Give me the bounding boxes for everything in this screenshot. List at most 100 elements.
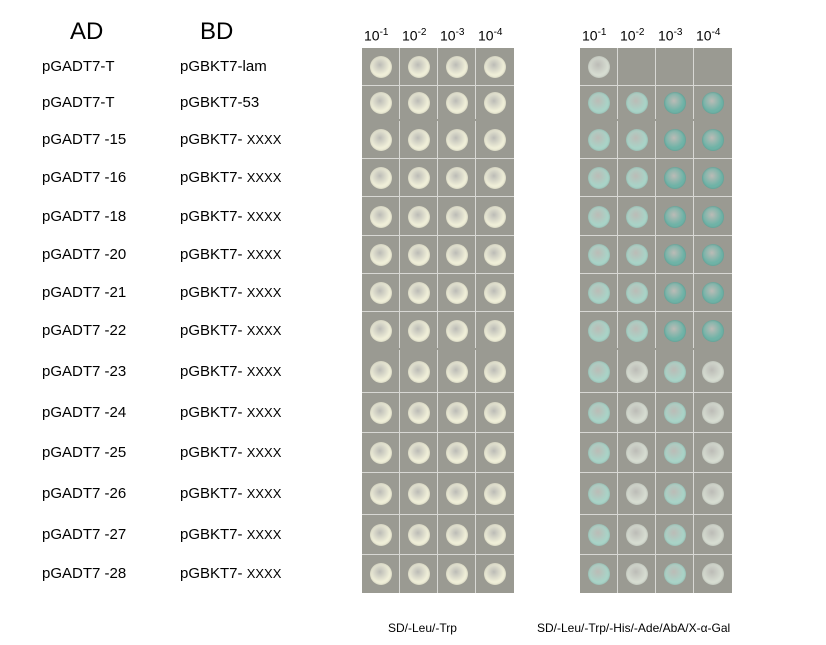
plate-cell [580, 473, 618, 515]
ad-label: pGADT7 -24 [42, 404, 127, 421]
plate-cell [618, 433, 656, 473]
yeast-colony [702, 524, 724, 546]
yeast-colony [626, 282, 648, 304]
plate-cell [580, 159, 618, 197]
yeast-colony [626, 442, 648, 464]
plate-cell [694, 48, 732, 86]
yeast-colony [408, 244, 430, 266]
plate-cell [362, 350, 400, 393]
yeast-colony [626, 360, 648, 383]
dilution-base: 10 [696, 27, 712, 44]
yeast-colony [446, 56, 468, 78]
dilution-label: 10-3 [658, 27, 682, 44]
bd-label-suffix: XXXX [246, 486, 282, 501]
dilution-label: 10-3 [440, 27, 464, 44]
bd-label-suffix: XXXX [246, 566, 282, 581]
yeast-colony [408, 402, 430, 424]
yeast-colony [446, 524, 468, 546]
bd-label-prefix: pGBKT7- [180, 131, 247, 148]
plate-cell [438, 236, 476, 274]
yeast-colony [664, 129, 686, 151]
yeast-colony [664, 524, 686, 546]
yeast-colony [702, 205, 724, 228]
yeast-colony [588, 563, 610, 585]
plate-cell [476, 197, 514, 236]
plate-cell [694, 555, 732, 593]
plate-cell [618, 236, 656, 274]
yeast-colony [626, 402, 648, 424]
plate-cell [618, 312, 656, 350]
dilution-base: 10 [478, 27, 494, 44]
bd-label: pGBKT7- XXXX [180, 485, 281, 502]
plate-cell [580, 121, 618, 159]
plate-cell [400, 312, 438, 350]
caption-sd: SD/-Leu/-Trp [388, 621, 457, 635]
plate-cell [362, 433, 400, 473]
yeast-colony [588, 282, 610, 304]
bd-label: pGBKT7- XXXX [180, 322, 281, 339]
plate-cell [362, 393, 400, 433]
bd-label-suffix: XXXX [246, 208, 282, 224]
yeast-colony [446, 244, 468, 266]
yeast-colony [588, 244, 610, 266]
yeast-colony [664, 92, 686, 114]
plate-cell [400, 48, 438, 86]
ad-label: pGADT7 -26 [42, 485, 127, 502]
plate-cell [476, 236, 514, 274]
plate-cell [476, 555, 514, 593]
plate-cell [580, 86, 618, 120]
dilution-label: 10-2 [402, 27, 426, 44]
ad-label: pGADT7 -23 [42, 362, 127, 380]
dilution-exponent: -4 [711, 27, 721, 38]
plate-cell [476, 159, 514, 197]
yeast-colony [446, 92, 468, 114]
yeast-colony [588, 320, 610, 342]
plate-cell [694, 159, 732, 197]
ad-label: pGADT7 -27 [42, 526, 127, 543]
ad-label: pGADT7-T [42, 94, 115, 111]
bd-label-prefix: pGBKT7- [180, 485, 247, 502]
yeast-colony [408, 442, 430, 464]
plate-cell [656, 555, 694, 593]
caption-qdo: SD/-Leu/-Trp/-His/-Ade/AbA/X-α-Gal [537, 621, 731, 635]
plate-cell [400, 86, 438, 120]
yeast-colony [626, 92, 648, 114]
yeast-colony [484, 244, 506, 266]
plate-cell [694, 236, 732, 274]
yeast-colony [484, 320, 506, 342]
yeast-colony [446, 402, 468, 424]
yeast-colony [626, 205, 648, 228]
plate-cell [694, 350, 732, 393]
plate-cell [580, 312, 618, 350]
plate-cell [618, 197, 656, 236]
plate-cell [438, 197, 476, 236]
plate-cell [618, 393, 656, 433]
yeast-colony [588, 483, 610, 505]
yeast-colony [446, 483, 468, 505]
dilution-base: 10 [364, 27, 380, 44]
yeast-colony [370, 56, 392, 78]
plate-cell [476, 312, 514, 350]
yeast-colony [446, 360, 468, 383]
bd-label-suffix: XXXX [246, 323, 282, 338]
dilution-label: 10-1 [582, 27, 606, 44]
plate-cell [476, 433, 514, 473]
plate-cell [694, 121, 732, 159]
yeast-colony [664, 320, 686, 342]
dilution-base: 10 [440, 27, 456, 44]
bd-label-prefix: pGBKT7-53 [180, 94, 260, 111]
plate-cell [438, 473, 476, 515]
yeast-colony [626, 563, 648, 585]
plate-cell [362, 274, 400, 312]
yeast-colony [370, 320, 392, 342]
plate-cell [362, 312, 400, 350]
yeast-colony [702, 442, 724, 464]
bd-label-prefix: pGBKT7- [180, 404, 247, 421]
bd-label-prefix: pGBKT7- [180, 207, 247, 225]
plate-cell [438, 159, 476, 197]
plate-cell [580, 393, 618, 433]
yeast-colony [588, 129, 610, 151]
yeast-colony [408, 56, 430, 78]
dilution-base: 10 [658, 27, 674, 44]
plate-cell [362, 86, 400, 120]
